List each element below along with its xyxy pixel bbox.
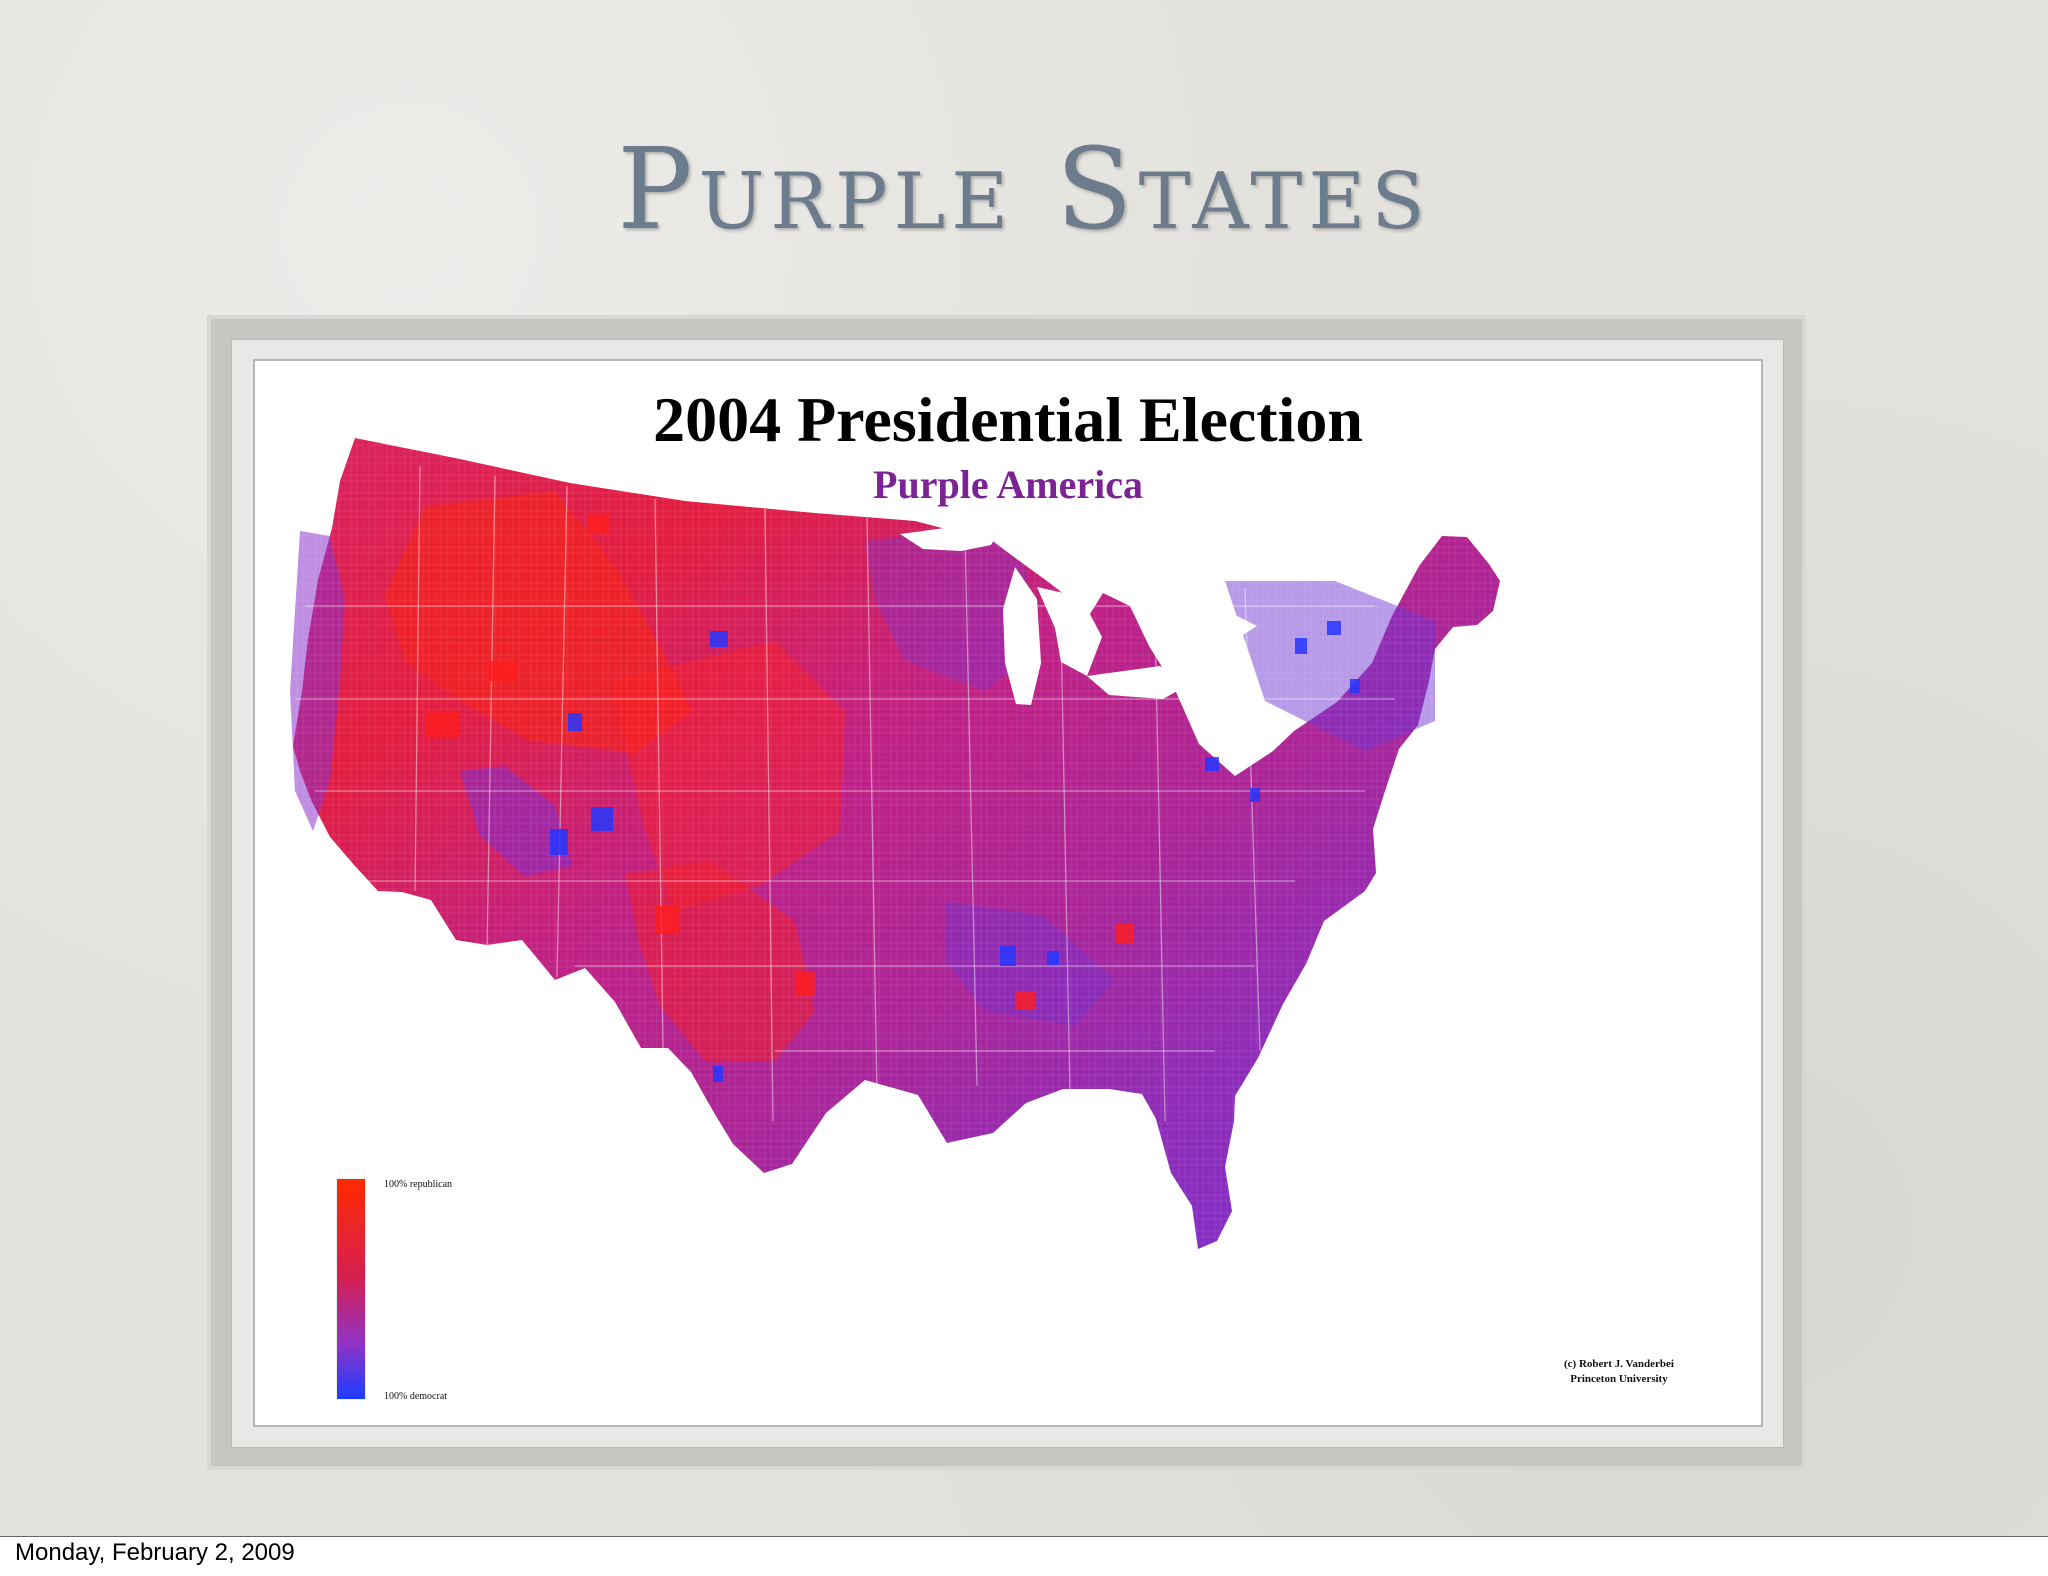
credit-author: (c) Robert J. Vanderbei — [1564, 1358, 1674, 1371]
legend-republican-label: 100% republican — [384, 1179, 453, 1190]
lake-superior — [900, 511, 1007, 551]
lake-huron — [1037, 587, 1102, 676]
lake-erie — [1087, 666, 1190, 699]
map-subtitle: Purple America — [873, 462, 1143, 507]
state-lines — [295, 465, 1395, 1122]
legend-democrat-label: 100% democrat — [384, 1391, 448, 1402]
footer-date: Monday, February 2, 2009 — [15, 1539, 295, 1566]
lake-ontario — [1179, 616, 1257, 642]
vote-share-legend-bar — [337, 1179, 365, 1399]
map-title: 2004 Presidential Election — [653, 384, 1363, 455]
red-county-specks — [425, 513, 1133, 1009]
blue-county-specks — [550, 621, 1360, 1082]
slide-title: Purple States — [617, 125, 1431, 255]
presentation-slide: Purple States — [0, 0, 2048, 1537]
lake-michigan — [1003, 567, 1041, 705]
image-frame: 2004 Presidential Election Purple Americ… — [207, 315, 1806, 1470]
us-county-map — [285, 431, 1505, 1400]
map-credit: (c) Robert J. Vanderbei Princeton Univer… — [1509, 1357, 1729, 1387]
credit-institution: Princeton University — [1570, 1373, 1668, 1386]
county-texture — [285, 431, 1505, 1251]
election-map-card: 2004 Presidential Election Purple Americ… — [253, 359, 1763, 1427]
